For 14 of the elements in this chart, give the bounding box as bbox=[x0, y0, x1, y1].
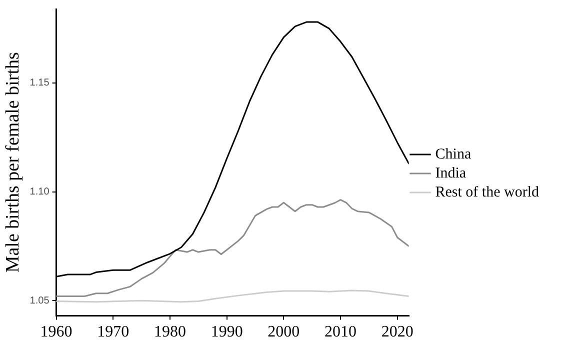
legend-label: Rest of the world bbox=[435, 184, 540, 200]
x-tick-label: 1970 bbox=[97, 324, 130, 341]
legend-label: India bbox=[435, 165, 466, 182]
legend-label: China bbox=[435, 146, 472, 162]
x-tick-label: 2010 bbox=[324, 324, 357, 341]
x-tick-label: 1980 bbox=[154, 324, 186, 341]
y-tick-label: 1.10 bbox=[30, 186, 50, 198]
x-tick-label: 2020 bbox=[381, 324, 414, 341]
y-tick-label: 1.05 bbox=[30, 295, 50, 306]
y-axis-title: Male births per female births bbox=[2, 52, 24, 273]
x-tick-label: 1960 bbox=[40, 324, 72, 341]
x-tick-label: 1990 bbox=[210, 324, 243, 341]
y-tick-label: 1.15 bbox=[30, 78, 50, 89]
x-tick-label: 2000 bbox=[268, 324, 300, 341]
